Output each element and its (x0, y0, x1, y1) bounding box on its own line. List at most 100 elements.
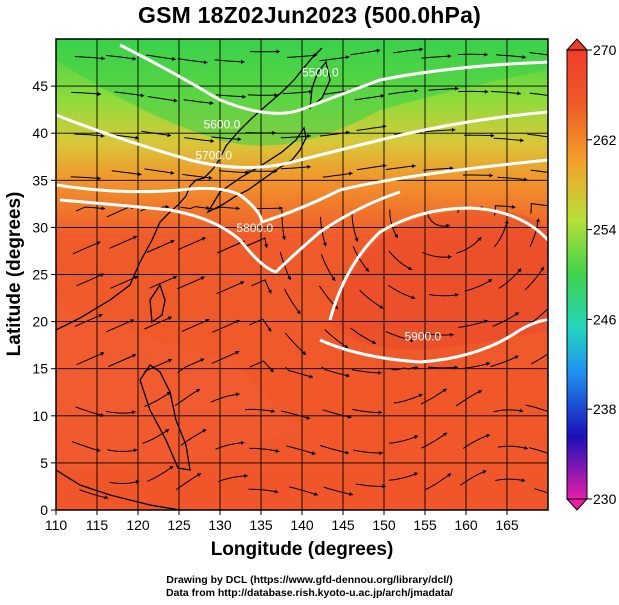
streamline-arrow (450, 332, 454, 337)
y-axis: 0 5 10 15 20 25 30 35 40 45 (32, 78, 56, 518)
streamline-arrow (408, 266, 413, 271)
china-coastline (56, 195, 187, 331)
streamline-arrow (306, 415, 311, 420)
streamline (462, 174, 493, 177)
streamline-arrow (167, 358, 172, 363)
streamline (464, 278, 493, 292)
streamline (109, 480, 140, 485)
streamline (76, 352, 105, 366)
y-tick-label: 0 (40, 502, 48, 518)
streamline-arrow (202, 429, 207, 433)
streamline-arrow (410, 338, 415, 343)
streamline (319, 131, 350, 137)
streamline (492, 311, 520, 327)
streamline-arrow (140, 93, 145, 98)
streamline (534, 488, 548, 494)
streamline (218, 170, 249, 174)
streamline (525, 404, 548, 413)
streamline-arrow (347, 414, 352, 419)
streamline-arrow (132, 56, 136, 61)
streamline (70, 176, 101, 180)
streamline-arrow (379, 450, 383, 456)
streamline-arrow (237, 137, 242, 142)
streamline-arrow (275, 448, 280, 453)
streamline-arrow (454, 86, 459, 91)
borneo-coastline (56, 469, 181, 510)
y-tick-label: 15 (32, 361, 48, 377)
streamline (423, 167, 454, 171)
streamline-arrow (273, 169, 278, 174)
streamline-arrow (206, 205, 210, 211)
colorbar-label: 246 (593, 311, 617, 327)
y-tick-label: 20 (32, 314, 48, 330)
streamline-arrow (411, 164, 416, 169)
streamline (218, 475, 248, 482)
streamline (214, 59, 245, 63)
streamline (251, 279, 272, 294)
x-tick-label: 125 (167, 517, 191, 533)
streamline-arrow (382, 484, 386, 489)
streamline-arrow (269, 368, 274, 373)
streamline-arrow (96, 241, 101, 246)
streamline-arrow (235, 319, 240, 324)
streamline-arrow (167, 133, 172, 138)
streamline (147, 96, 178, 102)
streamline (111, 170, 142, 176)
taiwan-coastline (149, 283, 166, 324)
streamline-arrow (135, 479, 140, 484)
x-tick-label: 130 (208, 517, 232, 533)
streamline-arrow (302, 350, 307, 355)
streamline-arrow (376, 48, 381, 53)
streamline (385, 330, 415, 342)
streamline-arrow (556, 54, 560, 58)
streamline-arrow (200, 358, 205, 363)
streamline-arrow (132, 235, 137, 240)
streamline (319, 444, 350, 454)
y-tick-label: 30 (32, 219, 48, 235)
streamline-arrow (511, 204, 516, 209)
wind-streamlines (70, 47, 560, 500)
streamline-arrow (379, 304, 384, 309)
streamline-arrow (378, 410, 383, 415)
streamline-arrow (272, 130, 276, 135)
streamline-arrow (521, 478, 526, 483)
streamline-arrow (287, 276, 292, 281)
streamline-arrow (170, 170, 175, 175)
streamline (79, 489, 109, 499)
streamline (280, 135, 311, 139)
colorbar-label: 254 (593, 222, 617, 238)
streamline-arrow (334, 305, 339, 310)
contour-label: 5600.0 (204, 117, 241, 131)
streamline-arrow (554, 454, 558, 458)
streamline (176, 276, 205, 290)
streamline (287, 54, 318, 58)
colorbar-top-arrow (565, 38, 589, 51)
map-plot-area: 5600.0 5700.0 5800.0 5900.0 5500.0 (56, 39, 560, 510)
streamline-arrow (535, 218, 541, 223)
streamline (71, 441, 101, 452)
streamline (458, 319, 488, 328)
streamline-arrow (235, 392, 240, 397)
streamline (319, 56, 350, 62)
x-tick-label: 120 (126, 517, 150, 533)
streamline-arrow (477, 237, 482, 242)
streamline (527, 133, 548, 138)
streamline-arrow (309, 374, 313, 379)
streamline-arrow (104, 495, 109, 500)
streamline-arrow (489, 173, 493, 178)
contour-5900 (319, 318, 548, 364)
streamline-arrow (504, 220, 509, 224)
contour-5800 (59, 190, 401, 274)
streamline (215, 442, 245, 450)
streamline-arrow (371, 340, 376, 344)
streamline (178, 237, 206, 251)
streamline (182, 173, 213, 179)
streamline-arrow (522, 54, 526, 60)
streamline-arrow (170, 239, 175, 244)
streamline-arrow (96, 448, 101, 452)
y-tick-label: 45 (32, 78, 48, 94)
streamline-arrow (514, 355, 519, 360)
streamline (74, 56, 105, 60)
streamline-arrow (540, 266, 544, 271)
x-tick-label: 155 (413, 517, 437, 533)
